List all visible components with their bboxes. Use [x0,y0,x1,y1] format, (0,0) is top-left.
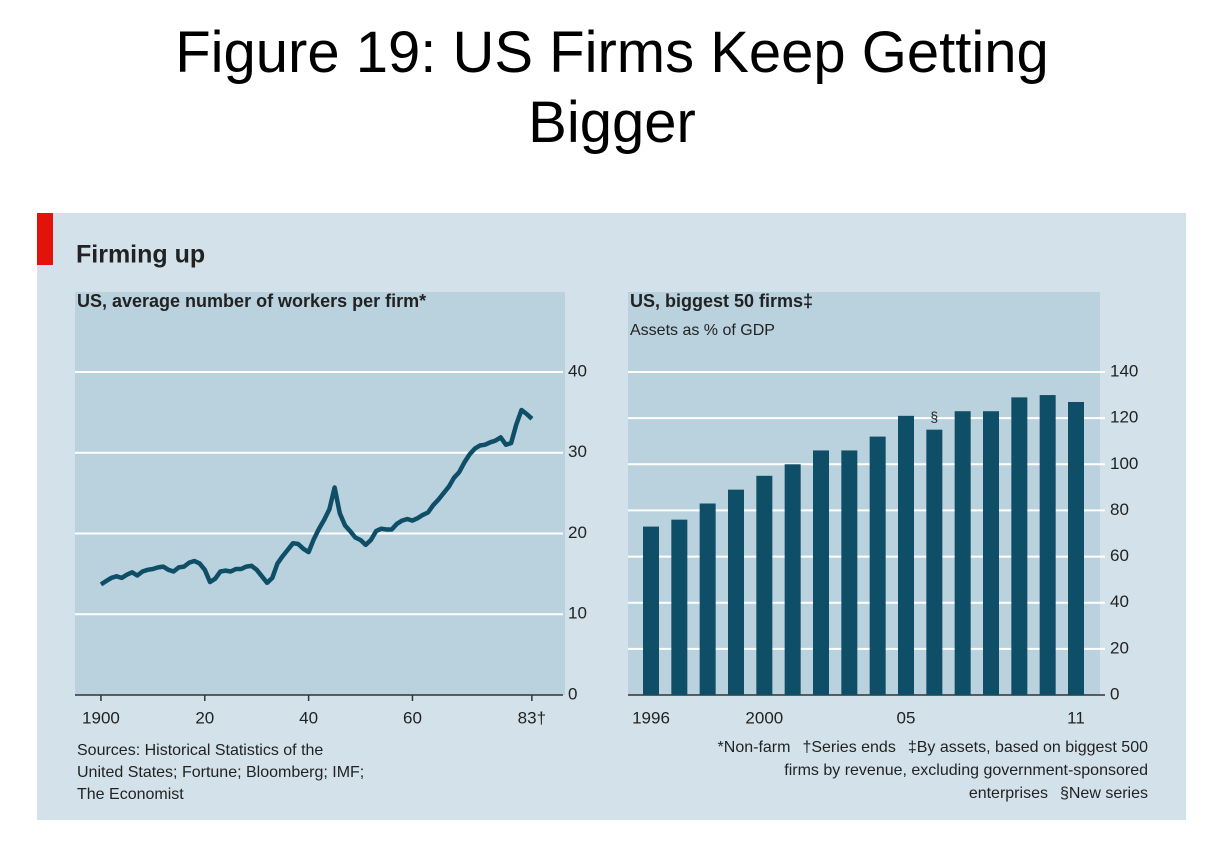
y-tick-label: 0 [568,684,577,703]
y-tick-label: 30 [568,442,587,461]
bar [643,526,659,695]
footnote: ‡By assets, based on biggest 500 firms b… [784,739,1148,802]
x-tick-label: 1996 [632,708,670,727]
annotation: § [930,408,938,424]
bar [1039,395,1056,695]
panel-title: Firming up [76,241,205,269]
x-tick-label: 1900 [82,708,120,727]
bar [954,411,971,695]
bar [869,436,886,695]
plot-background [628,292,1100,695]
footnotes: *Non-farm †Series ends ‡By assets, based o… [700,736,1148,805]
footnote: †Series ends [802,739,896,756]
plot-background [75,292,565,695]
bar [983,411,999,695]
red-tab [37,213,53,265]
chart-subtitle: Assets as % of GDP [630,322,775,339]
chart-title: US, average number of workers per firm* [77,291,426,311]
bar [813,450,829,695]
y-tick-label: 80 [1110,500,1129,519]
bar [926,429,943,695]
y-tick-label: 20 [1110,638,1129,657]
y-tick-label: 0 [1110,684,1119,703]
bar [699,503,716,695]
chart-title: US, biggest 50 firms‡ [630,291,813,311]
x-tick-label: 2000 [745,708,783,727]
x-tick-label: 60 [403,708,422,727]
bar [728,489,744,695]
data-line [99,407,534,587]
y-tick-label: 20 [568,523,587,542]
footnote: *Non-farm [717,739,791,756]
y-tick-label: 140 [1110,361,1138,380]
x-tick-label: 05 [897,708,916,727]
x-tick-label: 83† [518,708,546,727]
y-tick-label: 40 [1110,592,1129,611]
y-tick-label: 100 [1110,454,1138,473]
x-tick-label: 20 [195,708,214,727]
y-tick-label: 60 [1110,546,1129,565]
bar [784,464,801,695]
sources: Sources: Historical Statistics of the Un… [77,742,365,803]
x-tick-label: 11 [1067,708,1085,727]
slide-title: Figure 19: US Firms Keep Getting Bigger [175,20,1049,155]
x-tick-label: 40 [299,708,318,727]
bar [1011,397,1028,695]
y-tick-label: 10 [568,604,587,623]
bar [671,519,688,695]
y-tick-label: 120 [1110,408,1138,427]
y-tick-label: 40 [568,361,587,380]
bar [898,415,914,695]
bar [1068,401,1084,695]
bar [841,450,858,695]
bar [756,475,773,695]
footnote: §New series [1059,785,1148,802]
